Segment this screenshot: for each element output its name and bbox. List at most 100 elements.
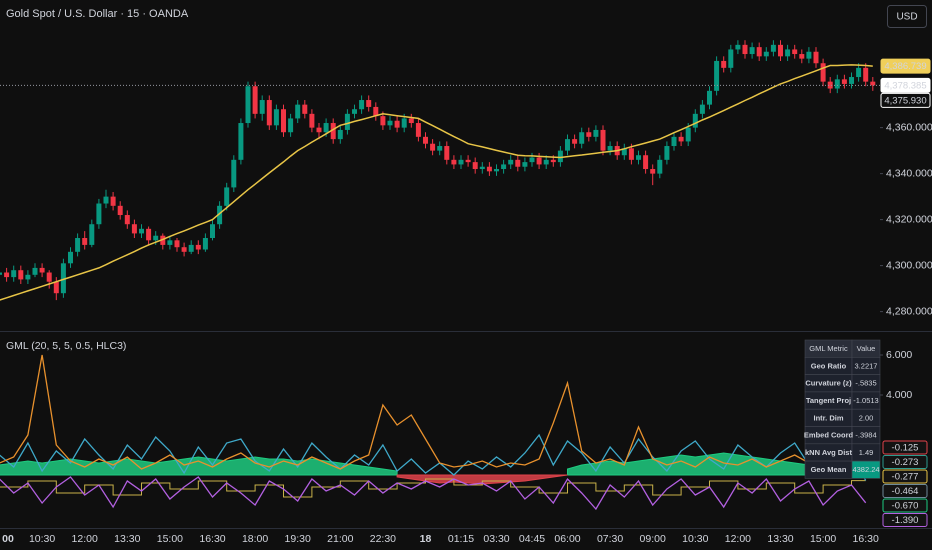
candle-body: [302, 104, 308, 114]
price-label: 4,378.385: [884, 80, 926, 91]
candle-body: [841, 79, 847, 84]
candle-body: [153, 235, 159, 241]
candle-body: [89, 224, 95, 245]
candle-body: [167, 240, 173, 245]
candle-body: [699, 104, 705, 114]
candle-body: [146, 228, 152, 241]
candle-body: [806, 51, 812, 59]
metrics-table: GML Metric Value Geo Ratio 3.2217Curvature …: [804, 339, 881, 479]
x-tick-label: 04:45: [519, 533, 545, 545]
indicator-title: GML (20, 5, 5, 0.5, HLC3): [6, 340, 126, 352]
candle-body: [415, 123, 421, 137]
x-tick-label: 03:30: [483, 533, 509, 545]
candle-body: [401, 118, 407, 128]
candle-body: [870, 81, 876, 86]
candle-body: [550, 159, 556, 163]
candle-body: [273, 109, 279, 126]
candle-body: [202, 238, 208, 250]
currency-label[interactable]: USD: [896, 12, 917, 23]
candle-body: [579, 132, 585, 144]
candle-body: [295, 104, 301, 119]
candle-body: [25, 274, 31, 280]
x-tick-label: 18: [420, 533, 432, 545]
candle-body: [181, 247, 187, 252]
metric-value: 3.2217: [855, 361, 878, 370]
currency-button[interactable]: [887, 5, 927, 28]
value-label: -0.273: [892, 457, 919, 468]
price-label: 4,375.930: [884, 95, 926, 106]
candle-body: [217, 205, 223, 225]
candle-body: [479, 166, 485, 170]
candle-body: [96, 203, 102, 225]
candle-body: [359, 100, 365, 110]
candle-body: [373, 106, 379, 117]
value-label-box: [882, 455, 928, 469]
candle-body: [309, 113, 315, 128]
candle-body: [245, 86, 251, 124]
candle-body: [565, 139, 570, 151]
x-tick-label: 01:15: [448, 533, 474, 545]
candle-body: [430, 143, 436, 151]
candle-body: [600, 129, 606, 151]
indicator-pane: [0, 354, 867, 511]
candle-body: [53, 281, 59, 294]
candle-body: [231, 159, 237, 188]
x-tick-label: 10:30: [682, 533, 708, 545]
price-label-box: [880, 92, 931, 108]
candle-body: [515, 159, 521, 167]
price-label-box: [880, 58, 931, 74]
candle-body: [593, 129, 599, 137]
candle-body: [621, 148, 627, 156]
value-label: -0.125: [892, 443, 919, 454]
candle-body: [820, 63, 826, 82]
candle-body: [394, 120, 400, 128]
value-label-box: [882, 484, 928, 498]
price-label: 4,386.739: [884, 61, 926, 72]
value-label-box: [882, 440, 928, 455]
candle-body: [39, 267, 45, 273]
candle-body: [678, 136, 684, 142]
y-tick-label: 4,320.000: [886, 213, 932, 225]
candle-body: [508, 159, 514, 165]
x-tick-label: 15:00: [157, 533, 183, 545]
x-tick-label: 21:00: [327, 533, 353, 545]
x-tick-label: 13:30: [114, 533, 140, 545]
value-label: -1.390: [892, 515, 919, 526]
candle-body: [685, 127, 691, 142]
value-label-box: [882, 498, 928, 513]
x-tick-label: 16:30: [853, 533, 879, 545]
value-label: -0.670: [892, 501, 919, 512]
candle-body: [75, 238, 81, 252]
x-tick-label: 13:30: [767, 533, 793, 545]
candle-body: [778, 44, 783, 57]
candle-body: [650, 169, 656, 174]
candle-body: [408, 118, 414, 124]
candle-body: [799, 54, 805, 59]
candle-body: [763, 51, 769, 57]
candle-body: [366, 100, 372, 107]
price-label-box: [880, 77, 931, 93]
indicator-line: [0, 476, 867, 511]
indicator-line: [0, 433, 867, 481]
candle-body: [536, 157, 542, 165]
candle-body: [266, 100, 272, 126]
y-tick-label: 4,360.000: [886, 121, 932, 133]
candle-body: [437, 146, 443, 151]
candle-body: [834, 79, 840, 89]
candle-body: [770, 44, 776, 52]
candle-body: [387, 120, 393, 126]
value-label-box: [882, 513, 928, 527]
y-tick-label: 4,340.000: [886, 167, 932, 179]
moving-average-line: [0, 64, 873, 301]
candle-body: [465, 159, 471, 163]
candle-body: [522, 162, 528, 167]
candle-body: [160, 235, 166, 245]
chart-title: Gold Spot / U.S. Dollar · 15 · OANDA: [6, 8, 189, 20]
metric-value: 4382.24: [852, 465, 879, 474]
candle-body: [721, 60, 727, 68]
metric-name: Intr. Dim: [813, 413, 843, 422]
value-label: -0.464: [892, 486, 919, 497]
candle-body: [486, 166, 492, 172]
